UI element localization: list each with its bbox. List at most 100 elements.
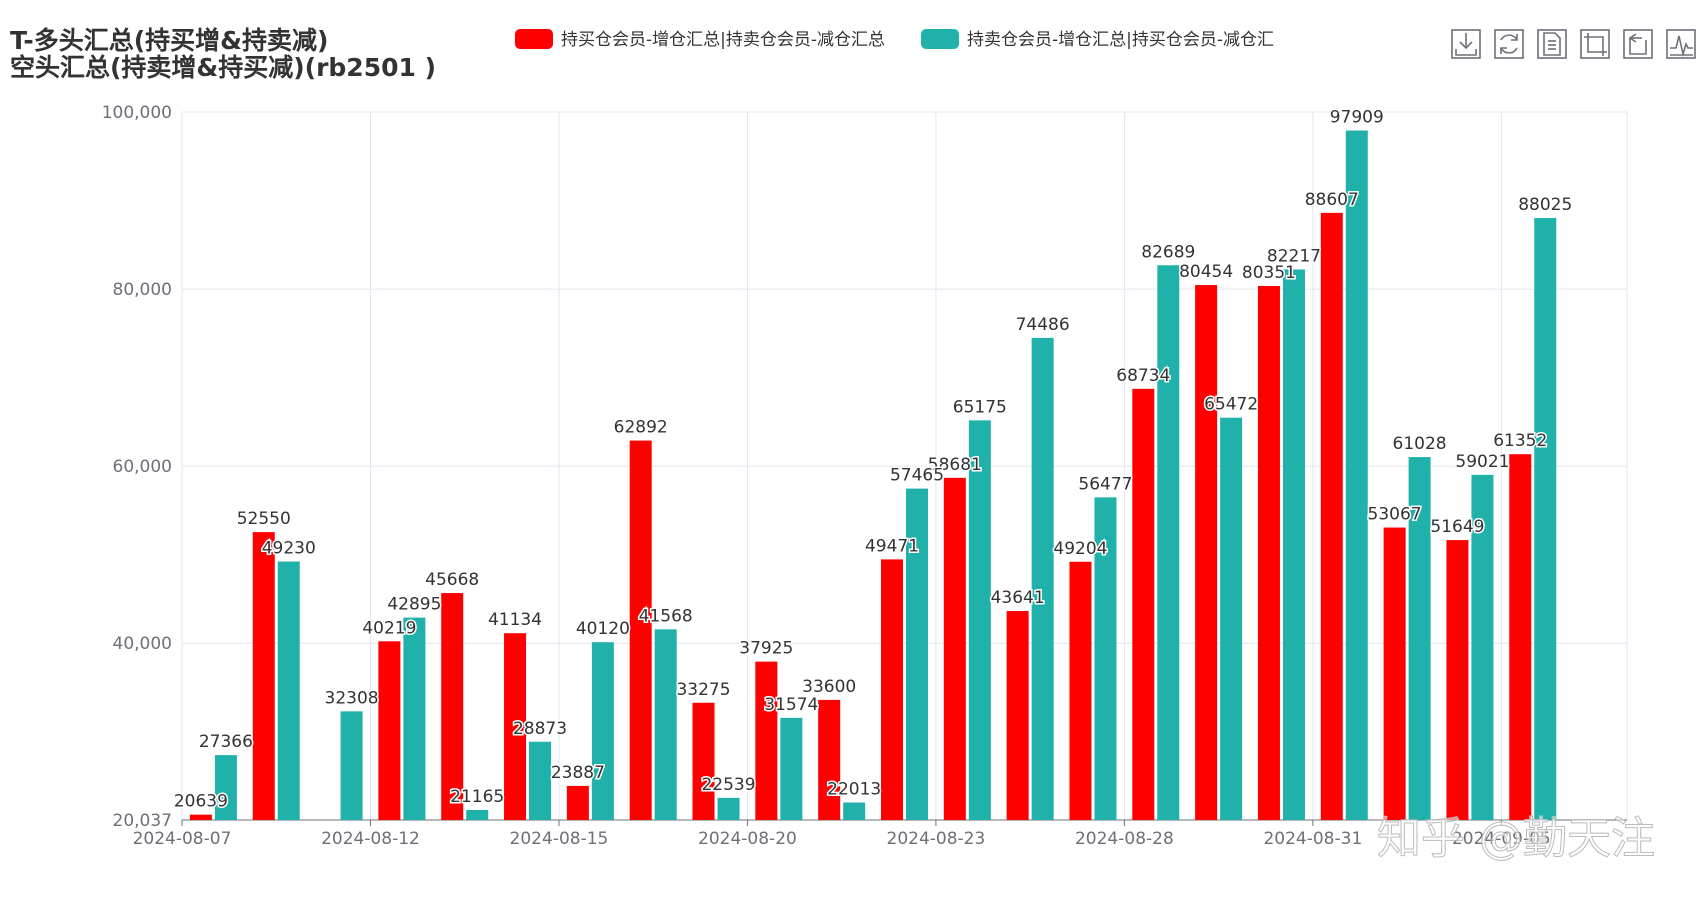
bars [189,130,1557,821]
x-tick-label: 2024-08-23 [887,829,986,849]
data-label-series-2: 88025 [1518,195,1572,215]
bar-series-1[interactable] [818,699,841,820]
bar-series-1[interactable] [1509,454,1532,820]
data-label-series-2: 74486 [1016,315,1070,335]
data-label-series-2: 22013 [827,780,881,800]
bar-series-2[interactable] [591,642,614,820]
bar-series-2[interactable] [1408,457,1431,820]
line-chart-icon[interactable] [1666,29,1696,59]
bar-series-1[interactable] [881,559,903,820]
bar-series-1[interactable] [441,593,464,820]
data-label-series-2: 56477 [1078,474,1132,494]
x-tick-label: 2024-08-28 [1075,829,1174,849]
bar-series-2[interactable] [1157,265,1180,821]
bar-series-1[interactable] [504,633,527,820]
legend-item-series-1[interactable]: 持买仓会员-增仓汇总|持卖仓会员-减仓汇总 [515,29,885,50]
bar-series-1[interactable] [1069,561,1092,820]
x-tick-label: 2024-08-12 [321,829,420,849]
data-label-series-1: 62892 [614,418,668,438]
y-tick-label: 20,037 [113,811,172,831]
data-label-series-1: 68734 [1116,366,1170,386]
bar-series-2[interactable] [1220,417,1243,820]
legend-label-series-2: 持卖仓会员-增仓汇总|持买仓会员-减仓汇 [967,30,1274,50]
bar-series-1[interactable] [692,702,715,820]
legend-swatch-series-1 [515,29,553,49]
data-label-series-1: 43641 [991,588,1045,608]
data-label-series-2: 97909 [1330,108,1384,128]
bar-series-2[interactable] [529,741,552,820]
zoom-reset-icon[interactable] [1623,29,1653,59]
data-label-series-2: 49230 [262,539,316,559]
bar-series-1[interactable] [755,661,778,820]
data-view-icon[interactable] [1537,29,1567,59]
data-label-series-2: 82217 [1267,246,1321,266]
data-label-series-1: 88607 [1305,190,1359,210]
bar-series-2[interactable] [1345,130,1368,820]
bar-series-1[interactable] [1195,285,1218,820]
bar-series-2[interactable] [1282,269,1305,820]
bar-series-1[interactable] [1383,527,1406,820]
bar-series-2[interactable] [214,755,237,820]
data-label-series-2: 61028 [1393,434,1447,454]
legend-label-series-1: 持买仓会员-增仓汇总|持卖仓会员-减仓汇总 [561,30,885,50]
bar-series-1[interactable] [629,440,652,820]
bar-series-1[interactable] [189,814,212,820]
download-icon[interactable] [1451,29,1481,59]
data-label-series-1: 23887 [551,763,605,783]
bar-series-1[interactable] [1257,285,1280,820]
bar-series-2[interactable] [780,717,803,820]
bar-series-2[interactable] [906,488,928,820]
data-label-series-1: 20639 [174,792,228,812]
x-axis: 2024-08-07 2024-08-12 2024-08-15 2024-08-20… [133,819,1627,849]
x-tick-label: 2024-08-31 [1263,829,1362,849]
bar-series-2[interactable] [843,802,866,820]
bar-series-2[interactable] [1031,337,1054,820]
bar-series-2[interactable] [968,420,991,820]
bar-series-2[interactable] [466,810,489,820]
bar-series-2[interactable] [654,629,677,820]
data-label-series-2: 41568 [639,606,693,626]
data-label-series-1: 52550 [237,509,291,529]
bar-series-2[interactable] [340,711,363,820]
data-label-series-2: 31574 [764,695,818,715]
data-label-series-1: 80454 [1179,262,1233,282]
data-label-series-1: 53067 [1368,505,1422,525]
data-label-series-1: 49471 [865,536,919,556]
legend[interactable]: 持买仓会员-增仓汇总|持卖仓会员-减仓汇总 持卖仓会员-增仓汇总|持买仓会员-减… [515,29,1274,50]
chart-title-line-2: 空头汇总(持卖增&持买减)(rb2501 ) [10,53,436,82]
bar-series-1[interactable] [1132,388,1155,820]
x-tick-label: 2024-08-15 [510,829,609,849]
data-label-series-1: 80351 [1242,263,1296,283]
bar-series-1[interactable] [1006,611,1029,820]
watermark: 知乎 @勤天注 [1377,813,1655,864]
bar-series-1[interactable] [1320,212,1343,821]
bar-series-1[interactable] [1446,540,1469,820]
bar-series-1[interactable] [943,477,966,820]
bar-series-1[interactable] [566,785,589,820]
data-label-series-1: 41134 [488,610,542,630]
bar-series-2[interactable] [1094,497,1117,820]
data-label-series-2: 40120 [576,619,630,639]
bar-series-2[interactable] [1534,218,1557,821]
bar-series-2[interactable] [403,617,426,820]
zoom-icon[interactable] [1580,29,1610,59]
bar-series-1[interactable] [252,532,275,820]
legend-swatch-series-2 [921,29,959,49]
chart-title-line-1: T-多头汇总(持买增&持卖减) [10,26,328,55]
y-tick-label: 80,000 [113,280,172,300]
data-labels: 20639 52550 40219 45668 41134 23887 62892 33275… [172,106,1573,813]
x-tick-label: 2024-08-20 [698,829,797,849]
y-axis: 20,037 40,000 60,000 80,000 100,000 [102,103,172,831]
data-label-series-2: 28873 [513,719,567,739]
bar-series-2[interactable] [1471,474,1494,820]
legend-item-series-2[interactable]: 持卖仓会员-增仓汇总|持买仓会员-减仓汇 [921,29,1274,50]
data-label-series-2: 21165 [450,787,504,807]
bar-series-2[interactable] [717,797,740,820]
bar-series-2[interactable] [277,561,300,820]
bar-series-1[interactable] [378,641,401,820]
data-label-series-1: 51649 [1430,517,1484,537]
data-label-series-2: 32308 [325,688,379,708]
data-label-series-1: 58681 [928,455,982,475]
refresh-icon[interactable] [1494,29,1524,59]
